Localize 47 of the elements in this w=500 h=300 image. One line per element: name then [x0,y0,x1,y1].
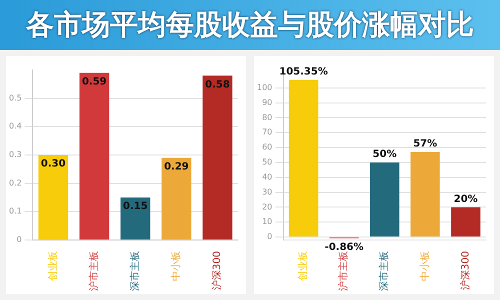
data-label: 0.59 [82,76,107,88]
data-label: 20% [454,194,478,205]
x-tick-label: 沪市主板 [338,251,350,291]
data-label: 0.29 [164,161,189,172]
y-tick-label: 0.4 [8,122,22,131]
y-tick-label: 60 [262,142,272,152]
y-tick-label: 30 [262,187,272,196]
bar [370,162,400,237]
y-tick-label: 0.2 [8,178,22,188]
x-tick-label: 深市主板 [128,251,141,291]
x-tick-label: 沪深300 [211,251,224,290]
y-tick-label: 0.3 [8,150,22,160]
data-label: 57% [413,138,438,150]
data-label: 105.35% [279,66,328,78]
y-tick-label: 50 [262,158,272,167]
y-tick-label: 0 [16,235,22,244]
x-tick-label: 沪市主板 [88,251,100,291]
bar [202,76,232,240]
bar [162,158,192,240]
bar [410,152,440,237]
y-tick-label: 0 [267,232,272,242]
data-label: 50% [372,149,397,160]
y-tick-label: 70 [262,128,272,137]
x-tick-label: 深市主板 [378,251,390,291]
y-tick-label: 20 [262,202,272,212]
x-tick-label: 创业板 [297,251,310,281]
y-tick-label: 40 [262,172,272,182]
y-tick-label: 80 [262,112,272,122]
chart-title: 各市场平均每股收益与股价涨幅对比 [0,0,500,50]
y-tick-label: 0.1 [8,206,22,216]
x-tick-label: 中小板 [170,251,182,281]
y-tick-label: 100 [256,82,272,92]
bar [451,207,480,237]
bar [38,155,68,240]
x-tick-label: 中小板 [418,251,431,281]
bar [288,80,318,237]
x-tick-label: 创业板 [46,251,59,281]
data-label: 0.58 [205,79,230,90]
data-label: -0.86% [324,242,364,253]
y-tick-label: 0.5 [8,93,22,102]
y-tick-label: 10 [262,217,272,226]
data-label: 0.15 [123,201,148,212]
y-tick-label: 90 [262,98,272,107]
x-tick-label: 沪深300 [459,251,472,290]
data-label: 0.30 [40,158,66,170]
bar [120,198,150,240]
bar [79,72,110,240]
